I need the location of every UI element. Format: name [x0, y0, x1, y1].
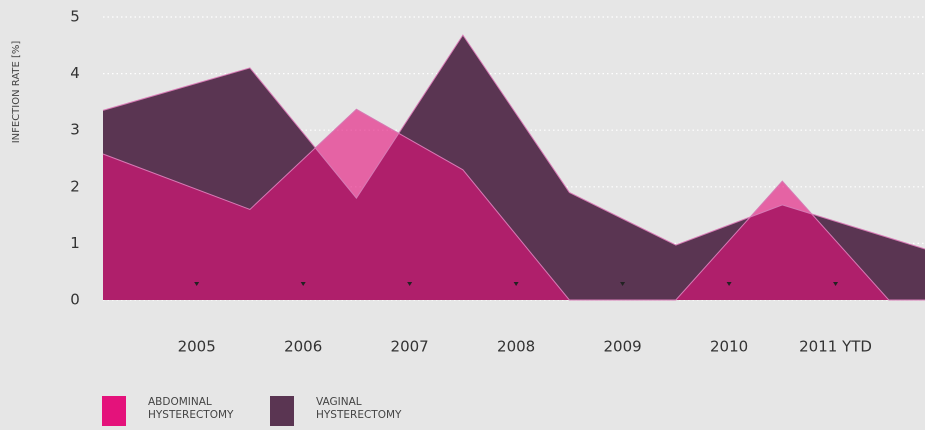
y-tick-label: 0 — [70, 291, 80, 309]
y-tick-label: 3 — [70, 121, 80, 139]
x-tick-label: 2009 — [604, 338, 642, 356]
x-tick-mark — [833, 282, 839, 286]
legend-label: ABDOMINAL HYSTERECTOMY — [148, 396, 234, 421]
y-tick-label: 4 — [70, 64, 80, 82]
legend-swatch — [270, 396, 294, 426]
y-tick-label: 2 — [70, 177, 80, 195]
x-tick-mark — [194, 282, 200, 286]
x-tick-mark — [300, 282, 306, 286]
y-tick-label: 5 — [70, 8, 80, 26]
legend-swatch — [102, 396, 126, 426]
x-tick-label: 2010 — [710, 338, 748, 356]
x-tick-mark — [513, 282, 519, 286]
chart: INFECTION RATE [%] 0 1 2 3 4 5 2005 2006 2007 200… — [11, 8, 925, 356]
legend-item: VAGINAL HYSTERECTOMY — [270, 396, 416, 426]
legend-item: ABDOMINAL HYSTERECTOMY — [102, 396, 248, 426]
y-tick-label: 1 — [70, 234, 80, 252]
x-tick-mark — [726, 282, 732, 286]
x-tick-mark — [620, 282, 626, 286]
x-tick-label: 2008 — [497, 338, 535, 356]
legend-label: VAGINAL HYSTERECTOMY — [316, 396, 402, 421]
area-outline — [102, 34, 925, 250]
y-axis-label: INFECTION RATE [%] — [11, 41, 22, 144]
x-tick-label: 2006 — [284, 338, 322, 356]
area-outline — [102, 108, 925, 301]
x-tick-label: 2011 YTD — [799, 338, 872, 356]
x-tick-mark — [407, 282, 413, 286]
area — [103, 109, 925, 301]
x-tick-label: 2007 — [391, 338, 429, 356]
x-tick-label: 2005 — [178, 338, 216, 356]
